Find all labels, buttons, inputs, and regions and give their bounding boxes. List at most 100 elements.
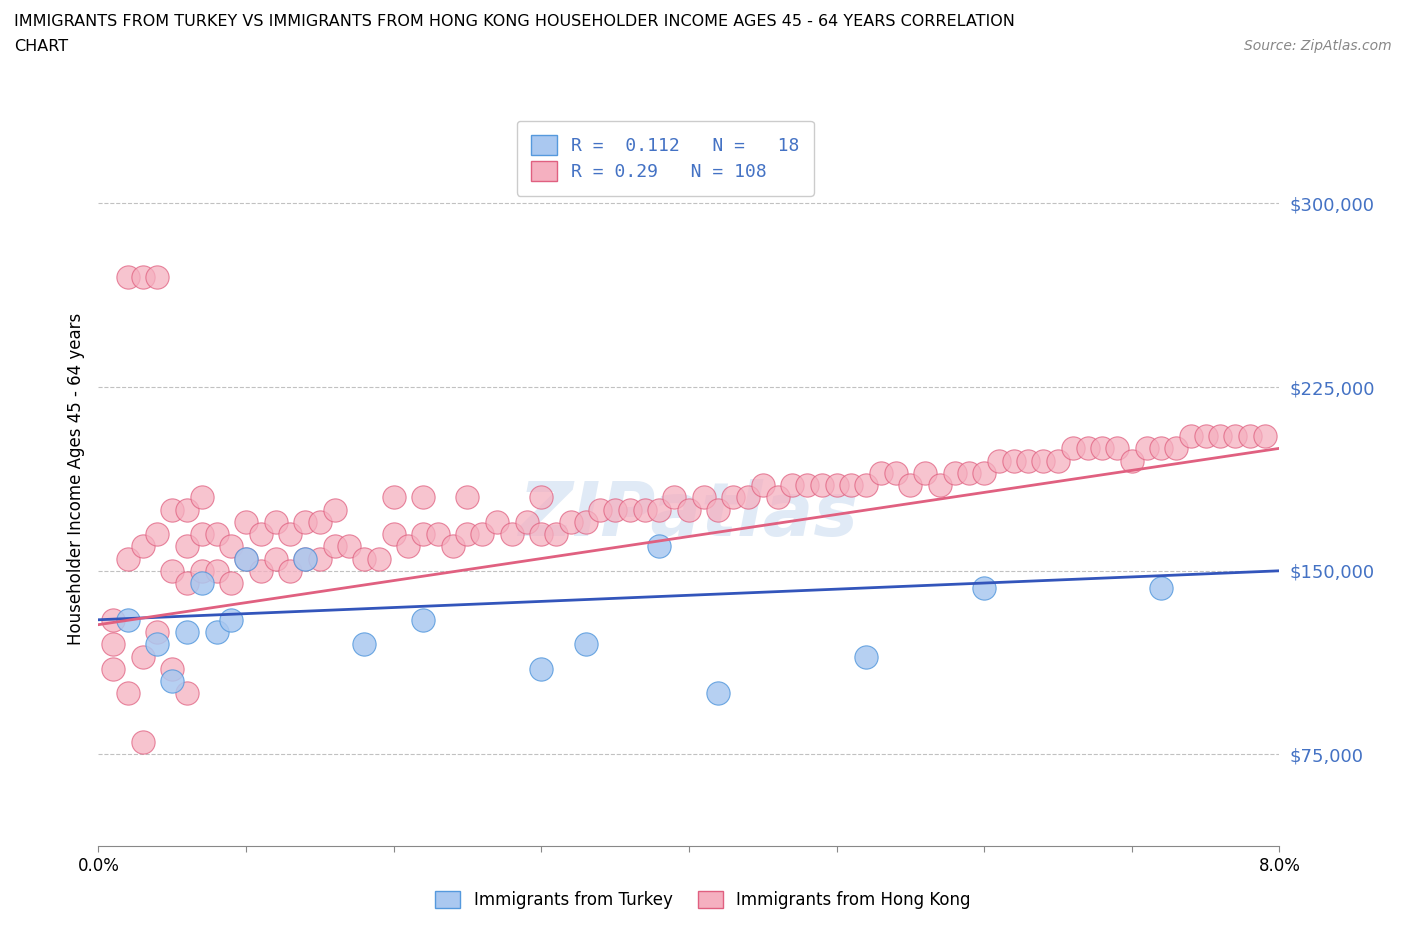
Point (619, 502, 641, 517)
Point (205, 625, 228, 640)
Point (1166, 441, 1188, 456)
Point (1077, 441, 1099, 456)
Point (103, 661, 125, 676)
Point (870, 465, 893, 480)
Point (855, 649, 877, 664)
Point (973, 465, 995, 480)
Point (176, 576, 198, 591)
Point (353, 637, 375, 652)
Point (589, 502, 612, 517)
Point (678, 502, 700, 517)
Point (132, 649, 155, 664)
Point (280, 526, 302, 541)
Point (382, 526, 405, 541)
Point (929, 478, 952, 493)
Point (250, 526, 273, 541)
Point (782, 478, 804, 493)
Point (1018, 453, 1040, 468)
Text: Source: ZipAtlas.com: Source: ZipAtlas.com (1244, 39, 1392, 53)
Point (1254, 429, 1277, 444)
Legend: Immigrants from Turkey, Immigrants from Hong Kong: Immigrants from Turkey, Immigrants from … (427, 883, 979, 917)
Point (707, 502, 730, 517)
Point (323, 538, 346, 553)
Point (973, 580, 995, 595)
Point (162, 502, 183, 517)
Point (914, 465, 936, 480)
Point (280, 564, 302, 578)
Point (943, 465, 966, 480)
Point (457, 526, 479, 541)
Point (162, 564, 183, 578)
Text: CHART: CHART (14, 39, 67, 54)
Point (546, 526, 568, 541)
Point (339, 538, 361, 553)
Point (146, 270, 169, 285)
Point (176, 685, 198, 700)
Point (664, 490, 686, 505)
Point (605, 502, 627, 517)
Point (221, 538, 243, 553)
Point (457, 490, 479, 505)
Point (132, 270, 155, 285)
Point (516, 514, 538, 529)
Point (412, 612, 434, 627)
Point (560, 514, 582, 529)
Point (264, 514, 287, 529)
Point (575, 514, 598, 529)
Point (1195, 429, 1218, 444)
Point (235, 551, 257, 566)
Point (441, 538, 464, 553)
Point (191, 576, 214, 591)
Point (176, 625, 198, 640)
Point (264, 551, 287, 566)
Point (648, 502, 671, 517)
Point (117, 270, 139, 285)
Point (752, 478, 775, 493)
Point (103, 612, 125, 627)
Point (825, 478, 848, 493)
Point (205, 564, 228, 578)
Point (117, 612, 139, 627)
Point (235, 551, 257, 566)
Point (634, 502, 657, 517)
Point (132, 538, 155, 553)
Point (323, 502, 346, 517)
Point (723, 490, 745, 505)
Text: IMMIGRANTS FROM TURKEY VS IMMIGRANTS FROM HONG KONG HOUSEHOLDER INCOME AGES 45 -: IMMIGRANTS FROM TURKEY VS IMMIGRANTS FRO… (14, 14, 1015, 29)
Point (412, 526, 434, 541)
Point (382, 490, 405, 505)
Point (1046, 453, 1070, 468)
Point (1239, 429, 1261, 444)
Point (294, 551, 316, 566)
Point (146, 625, 169, 640)
Point (353, 551, 375, 566)
Point (235, 514, 257, 529)
Point (309, 514, 332, 529)
Point (103, 637, 125, 652)
Point (1150, 441, 1173, 456)
Point (162, 673, 183, 688)
Point (294, 551, 316, 566)
Point (841, 478, 863, 493)
Point (471, 526, 494, 541)
Point (1091, 441, 1114, 456)
Point (1209, 429, 1232, 444)
Point (530, 490, 553, 505)
Legend: R =  0.112   N =   18, R = 0.29   N = 108: R = 0.112 N = 18, R = 0.29 N = 108 (517, 121, 814, 195)
Point (707, 685, 730, 700)
Point (146, 526, 169, 541)
Point (884, 465, 907, 480)
Point (737, 490, 759, 505)
Point (205, 526, 228, 541)
Point (221, 576, 243, 591)
Point (117, 685, 139, 700)
Point (176, 502, 198, 517)
Point (117, 551, 139, 566)
Point (900, 478, 922, 493)
Point (1136, 441, 1159, 456)
Point (693, 490, 716, 505)
Point (162, 661, 183, 676)
Point (176, 538, 198, 553)
Point (766, 490, 789, 505)
Point (988, 453, 1011, 468)
